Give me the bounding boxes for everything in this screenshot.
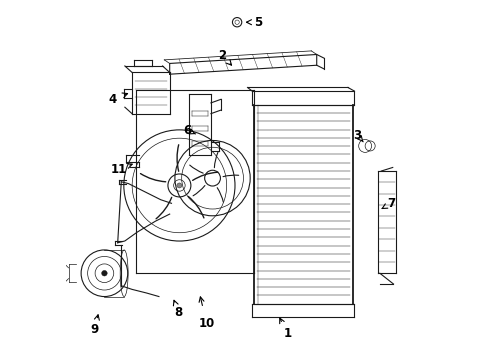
Circle shape: [101, 270, 107, 276]
Text: 7: 7: [387, 197, 395, 210]
Text: 10: 10: [198, 317, 215, 330]
Text: 8: 8: [174, 306, 183, 319]
Text: 1: 1: [283, 327, 292, 340]
Circle shape: [177, 183, 182, 188]
Text: 5: 5: [254, 16, 263, 29]
Text: 11: 11: [110, 163, 126, 176]
Text: 9: 9: [90, 323, 98, 336]
Text: 4: 4: [108, 93, 117, 106]
Text: 6: 6: [183, 124, 192, 137]
Text: 3: 3: [354, 129, 362, 142]
Text: 2: 2: [219, 49, 226, 62]
